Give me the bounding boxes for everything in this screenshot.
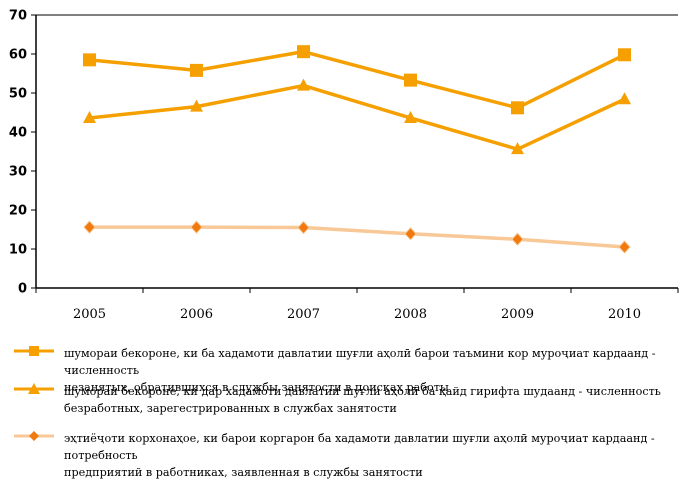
legend-label-line2: безработных, зарегестрированных в служба…	[64, 402, 397, 415]
legend-label-line2: предприятий в работниках, заявленная в с…	[64, 466, 423, 479]
x-tick-label: 2006	[180, 307, 213, 322]
data-point-square	[83, 53, 96, 67]
y-tick-label: 0	[18, 282, 27, 297]
legend-label-line2: незанятых, обратившихся в службы занятос…	[64, 381, 449, 394]
data-point-triangle	[83, 110, 96, 123]
legend-item-enterprise-demand: эҳтиёҷоти корхонаҳое, ки барои коргарон …	[14, 430, 678, 479]
x-tick-label: 2007	[287, 307, 320, 322]
legend-square-marker-icon	[14, 346, 54, 356]
y-tick-labels: 0 10 20 30 40 50 60 70	[9, 9, 27, 297]
data-point-diamond	[190, 220, 203, 234]
y-tick-label: 10	[9, 243, 27, 258]
legend-diamond-marker-icon	[14, 431, 54, 441]
legend-item-unemployed-registered: шумораи бекороне, ки дар хадамоти давлат…	[14, 383, 678, 419]
legend-label: шумораи бекороне, ки ба хадамоти давлати…	[64, 345, 682, 396]
data-point-diamond	[618, 240, 631, 254]
data-point-triangle	[190, 99, 203, 112]
series-3	[83, 220, 631, 254]
line-chart: 0 10 20 30 40 50 60 70 2005 2006 2007 2008 2009 2010	[9, 9, 679, 322]
data-point-triangle	[618, 92, 631, 105]
data-point-diamond	[83, 220, 96, 234]
series-group	[83, 45, 631, 254]
axes	[31, 14, 679, 293]
data-point-square	[190, 63, 203, 77]
legend-label: эҳтиёҷоти корхонаҳое, ки барои коргарон …	[64, 430, 682, 481]
data-point-square	[297, 45, 310, 59]
series-2	[83, 78, 631, 155]
y-tick-label: 60	[9, 48, 27, 63]
x-tick-label: 2010	[608, 307, 641, 322]
data-point-diamond	[511, 232, 524, 246]
legend-label-line1: шумораи бекороне, ки дар хадамоти давлат…	[64, 385, 661, 398]
x-tick-label: 2005	[73, 307, 106, 322]
series-line	[89, 83, 626, 151]
data-point-triangle	[404, 110, 417, 123]
y-tick-label: 70	[9, 9, 27, 24]
series-1	[83, 45, 631, 115]
x-tick-label: 2008	[394, 307, 427, 322]
data-point-square	[404, 73, 417, 87]
legend-triangle-marker-icon	[14, 383, 54, 394]
series-line	[89, 49, 626, 110]
legend-item-unemployed-applied: шумораи бекороне, ки ба хадамоти давлати…	[14, 345, 678, 394]
legend-label-line1: шумораи бекороне, ки ба хадамоти давлати…	[64, 347, 656, 377]
legend-label-line1: эҳтиёҷоти корхонаҳое, ки барои коргарон …	[64, 432, 655, 462]
data-point-diamond	[297, 220, 310, 235]
legend-label: шумораи бекороне, ки дар хадамоти давлат…	[64, 383, 682, 417]
data-point-square	[511, 101, 524, 115]
y-tick-label: 20	[9, 204, 27, 219]
y-tick-label: 50	[9, 87, 27, 102]
y-tick-label: 40	[9, 126, 27, 141]
data-point-triangle	[297, 78, 310, 91]
series-line	[89, 225, 625, 249]
x-tick-label: 2009	[501, 307, 534, 322]
data-point-diamond	[404, 227, 417, 241]
x-tick-labels: 2005 2006 2007 2008 2009 2010	[73, 307, 641, 322]
data-point-square	[618, 48, 631, 62]
data-point-triangle	[511, 142, 524, 155]
y-tick-label: 30	[9, 165, 27, 180]
